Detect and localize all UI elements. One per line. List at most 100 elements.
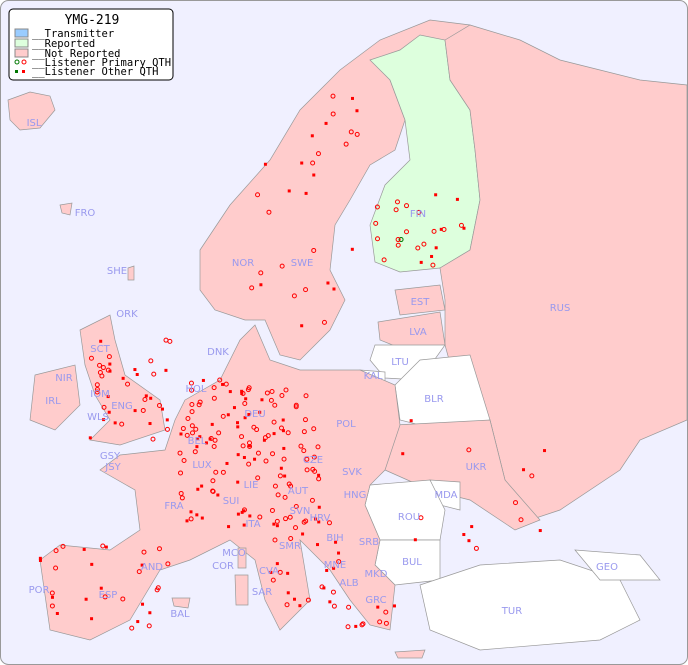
listener-primary-marker xyxy=(251,424,257,430)
listener-primary-marker xyxy=(100,543,106,549)
listener-primary-marker xyxy=(142,396,148,402)
listener-primary-marker xyxy=(179,495,185,501)
country-label-mco: MCO xyxy=(222,548,246,559)
listener-primary-marker xyxy=(301,429,307,435)
listener-other-marker xyxy=(310,134,314,138)
listener-other-marker xyxy=(84,597,88,601)
country-geo xyxy=(574,549,661,581)
listener-other-marker xyxy=(242,523,246,527)
listener-primary-marker xyxy=(141,549,147,555)
listener-other-marker xyxy=(200,516,204,520)
listener-other-marker xyxy=(275,562,279,566)
listener-other-marker xyxy=(324,121,328,125)
listener-primary-marker xyxy=(383,609,389,615)
listener-primary-marker xyxy=(245,387,251,393)
listener-primary-marker xyxy=(345,624,351,630)
listener-other-marker xyxy=(201,378,205,382)
listener-primary-marker xyxy=(163,337,169,343)
listener-primary-marker xyxy=(246,461,252,467)
listener-primary-marker xyxy=(189,423,195,429)
listener-primary-marker xyxy=(373,220,379,226)
listener-other-marker xyxy=(90,617,94,621)
listener-primary-marker xyxy=(241,507,247,513)
listener-primary-marker xyxy=(284,602,290,608)
listener-primary-marker xyxy=(404,203,410,209)
listener-primary-marker xyxy=(395,242,401,248)
country-est xyxy=(394,284,446,316)
listener-other-marker xyxy=(392,604,396,608)
country-label-geo: GEO xyxy=(596,562,618,573)
country-label-jsy: JSY xyxy=(104,462,121,473)
listener-primary-marker xyxy=(418,515,424,521)
country-label-sui: SUI xyxy=(223,496,240,507)
country-label-iom: IOM xyxy=(90,389,109,400)
country-isl xyxy=(7,91,56,131)
listener-primary-marker xyxy=(331,603,337,609)
country-tur xyxy=(419,559,641,651)
listener-primary-marker xyxy=(315,444,321,450)
listener-primary-marker xyxy=(310,466,316,472)
listener-primary-marker xyxy=(279,392,285,398)
legend-primary-qth: __Listener Primary QTH xyxy=(32,57,171,69)
listener-primary-marker xyxy=(94,382,100,388)
listener-other-marker xyxy=(269,570,273,574)
country-label-wls: WLS xyxy=(87,412,109,423)
listener-primary-marker xyxy=(196,402,202,408)
listener-primary-marker xyxy=(279,263,285,269)
listener-other-marker xyxy=(434,193,438,197)
country-label-isl: ISL xyxy=(27,118,42,129)
listener-other-marker xyxy=(99,586,103,590)
listener-primary-marker xyxy=(330,111,336,117)
listener-other-marker xyxy=(328,600,332,604)
listener-primary-marker xyxy=(360,621,366,627)
listener-primary-marker xyxy=(281,456,287,462)
listener-other-marker xyxy=(133,409,137,413)
listener-primary-marker xyxy=(383,620,389,626)
country-label-irl: IRL xyxy=(45,396,61,407)
country-fro xyxy=(59,202,73,216)
listener-other-marker xyxy=(228,390,232,394)
listener-primary-marker xyxy=(97,362,103,368)
listener-other-marker xyxy=(160,407,164,411)
listener-other-marker xyxy=(102,418,106,422)
listener-primary-marker xyxy=(185,416,191,422)
listener-other-marker xyxy=(281,429,285,433)
listener-primary-marker xyxy=(466,447,472,453)
listener-other-marker xyxy=(298,604,302,608)
listener-other-marker xyxy=(225,461,229,465)
country-label-dnk: DNK xyxy=(207,347,229,358)
listener-primary-marker xyxy=(220,469,226,475)
listener-other-marker xyxy=(210,422,214,426)
listener-other-marker xyxy=(522,468,526,472)
country-labels: ISL FRO SHE ORK NOR SWE FIN EST LVA RUS LTU KAL BLR D… xyxy=(27,118,619,620)
listener-primary-marker xyxy=(140,407,146,413)
listener-other-marker xyxy=(165,418,169,422)
listener-primary-marker xyxy=(275,492,281,498)
listener-other-marker xyxy=(355,109,359,113)
listener-primary-marker xyxy=(302,417,308,423)
listener-other-marker xyxy=(38,556,42,560)
listener-primary-marker xyxy=(255,475,261,481)
listener-primary-marker xyxy=(150,436,156,442)
listener-other-marker xyxy=(50,595,54,599)
listener-primary-marker xyxy=(348,129,354,135)
listener-primary-marker xyxy=(336,559,342,565)
listener-primary-marker xyxy=(181,458,187,464)
listener-primary-marker xyxy=(178,470,184,476)
listener-primary-marker xyxy=(311,247,317,253)
listener-other-marker xyxy=(430,254,434,258)
listener-other-marker xyxy=(317,505,321,509)
listener-other-marker xyxy=(38,558,42,562)
listener-primary-marker xyxy=(393,207,399,213)
listener-primary-marker xyxy=(415,245,421,251)
listener-primary-marker xyxy=(53,565,59,571)
country-bal xyxy=(171,597,191,609)
listener-other-marker xyxy=(282,446,286,450)
listener-other-marker xyxy=(195,437,199,441)
country-label-kal: KAL xyxy=(364,371,383,382)
country-label-bul: BUL xyxy=(402,557,422,568)
listener-other-marker xyxy=(90,562,94,566)
legend-reported: __Reported xyxy=(32,38,95,50)
country-label-lux: LUX xyxy=(192,460,211,471)
listener-other-marker xyxy=(243,416,247,420)
